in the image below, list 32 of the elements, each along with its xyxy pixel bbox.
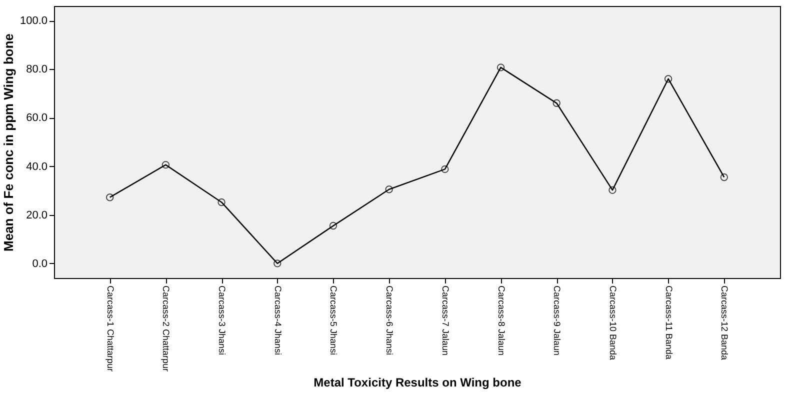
y-tick-label: 80.0 [26, 64, 48, 76]
x-tick-label: Carcass-8 Jalaun [496, 286, 506, 356]
y-axis-title: Mean of Fe conc in ppm Wing bone [0, 34, 16, 252]
point [720, 173, 728, 182]
x-tick-label: Carcass-3 Jhansi [217, 286, 228, 356]
point [552, 99, 560, 107]
x-tick-label: Carcass-4 Jhansi [272, 286, 283, 356]
x-tick-label: Carcass-10 Banda [608, 286, 618, 360]
x-tick-label: Carcass-12 Banda [720, 286, 730, 360]
y-tick-label: 60.0 [26, 112, 48, 124]
x-tick-label: Carcass-5 Jhansi [328, 286, 339, 356]
point [106, 194, 114, 202]
x-tick-label: Carcass-11 Banda [664, 286, 674, 360]
x-axis-title: Metal Toxicity Results on Wing bone [314, 376, 522, 390]
point [441, 165, 449, 174]
point [608, 186, 616, 194]
x-tick-label: Carcass-6 Jhansi [384, 286, 395, 356]
x-tick-label: Carcass-9 Jalaun [552, 286, 562, 356]
y-tick-label: 40.0 [26, 160, 48, 173]
y-tick-label: 0.0 [32, 258, 48, 270]
point [329, 222, 338, 230]
point [385, 186, 393, 194]
x-tick-label: Carcass-1 Chattarpur [105, 286, 116, 372]
x-tick-label: Carcass-2 Chattarpur [161, 286, 172, 372]
y-tick-label: 20.0 [26, 209, 48, 222]
point [496, 64, 505, 72]
point [218, 198, 226, 206]
x-tick-label: Carcass-7 Jalaun [440, 286, 450, 356]
point [162, 160, 170, 169]
point [274, 260, 282, 268]
y-tick-label: 100.0 [20, 15, 48, 28]
point [664, 75, 672, 83]
